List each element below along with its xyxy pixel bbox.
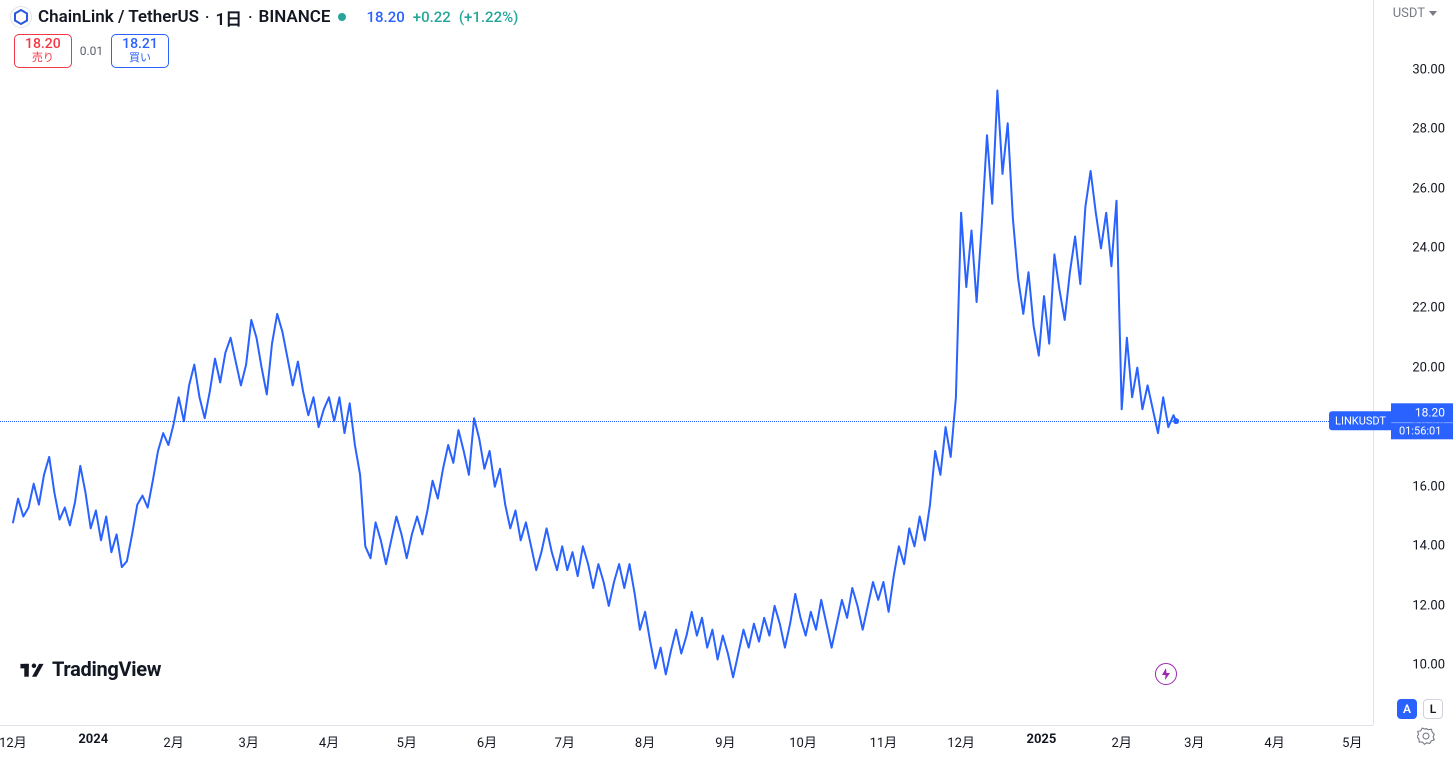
axis-controls: A L xyxy=(1397,699,1443,719)
x-tick-label: 11月 xyxy=(870,732,898,751)
sell-label: 売り xyxy=(25,52,61,64)
symbol-icon[interactable] xyxy=(10,6,32,28)
price-tag-value: 18.20 xyxy=(1391,403,1453,421)
x-tick-label: 12月 xyxy=(947,732,975,751)
spread-value: 0.01 xyxy=(80,44,103,58)
x-tick-label: 4月 xyxy=(319,732,339,751)
x-tick-label: 2月 xyxy=(1112,732,1132,751)
flash-icon[interactable] xyxy=(1155,663,1177,685)
tradingview-logo[interactable]: TradingView xyxy=(18,657,161,681)
buy-button[interactable]: 18.21 買い xyxy=(111,34,169,68)
quote-row: 18.20 +0.22 (+1.22%) xyxy=(366,8,518,26)
market-status-dot xyxy=(338,13,346,21)
x-tick-label: 4月 xyxy=(1264,732,1284,751)
y-tick-label: 24.00 xyxy=(1412,241,1445,256)
x-tick-label: 5月 xyxy=(397,732,417,751)
change-pct: (+1.22%) xyxy=(459,8,519,26)
price-tag: LINKUSDT 18.20 01:56:01 xyxy=(1329,403,1453,438)
last-price: 18.20 xyxy=(366,8,404,26)
currency-label: USDT xyxy=(1393,6,1425,21)
y-tick-label: 16.00 xyxy=(1412,479,1445,494)
y-tick-label: 22.00 xyxy=(1412,300,1445,315)
exchange-label[interactable]: BINANCE xyxy=(259,7,331,27)
currency-selector[interactable]: USDT xyxy=(1387,4,1443,23)
chart-header: ChainLink / TetherUS · 1日 · BINANCE 18.2… xyxy=(0,0,1453,32)
price-tag-countdown: 01:56:01 xyxy=(1391,422,1453,439)
separator: · xyxy=(205,8,209,26)
x-tick-label: 3月 xyxy=(239,732,259,751)
x-tick-label: 3月 xyxy=(1184,732,1204,751)
price-tag-symbol: LINKUSDT xyxy=(1329,412,1392,431)
x-tick-label: 7月 xyxy=(555,732,575,751)
bid-ask-row: 18.20 売り 0.01 18.21 買い xyxy=(14,34,169,68)
chevron-down-icon xyxy=(1429,11,1437,16)
x-tick-label: 9月 xyxy=(715,732,735,751)
sell-button[interactable]: 18.20 売り xyxy=(14,34,72,68)
x-tick-label: 6月 xyxy=(477,732,497,751)
y-tick-label: 30.00 xyxy=(1412,62,1445,77)
x-axis[interactable]: 12月 2024 2月 3月 4月 5月 6月 7月 8月 9月 10月 11月 12月 2025 2月 3月… xyxy=(0,725,1373,757)
buy-price: 18.21 xyxy=(122,37,158,52)
buy-label: 買い xyxy=(122,52,158,64)
auto-scale-button[interactable]: A xyxy=(1397,699,1417,719)
x-tick-label: 2025 xyxy=(1026,732,1056,747)
interval-label[interactable]: 1日 xyxy=(215,5,242,30)
log-scale-button[interactable]: L xyxy=(1423,699,1443,719)
x-tick-label: 2024 xyxy=(78,732,108,747)
separator: · xyxy=(248,8,252,26)
y-tick-label: 12.00 xyxy=(1412,598,1445,613)
x-tick-label: 12月 xyxy=(0,732,27,751)
chart-plot-area[interactable]: TradingView xyxy=(0,0,1373,725)
price-chart-svg xyxy=(0,0,1373,725)
y-tick-label: 20.00 xyxy=(1412,360,1445,375)
y-tick-label: 28.00 xyxy=(1412,122,1445,137)
symbol-title[interactable]: ChainLink / TetherUS xyxy=(38,7,199,27)
x-tick-label: 2月 xyxy=(163,732,183,751)
x-tick-label: 10月 xyxy=(789,732,817,751)
y-tick-label: 10.00 xyxy=(1412,658,1445,673)
current-price-line xyxy=(0,421,1373,422)
change-abs: +0.22 xyxy=(413,8,451,26)
y-tick-label: 14.00 xyxy=(1412,539,1445,554)
logo-text: TradingView xyxy=(52,657,161,681)
x-tick-label: 5月 xyxy=(1342,732,1362,751)
sell-price: 18.20 xyxy=(25,37,61,52)
x-tick-label: 8月 xyxy=(635,732,655,751)
y-tick-label: 26.00 xyxy=(1412,181,1445,196)
axis-settings-button[interactable] xyxy=(1417,727,1435,749)
y-axis[interactable]: 10.0012.0014.0016.0018.0020.0022.0024.00… xyxy=(1373,0,1453,725)
